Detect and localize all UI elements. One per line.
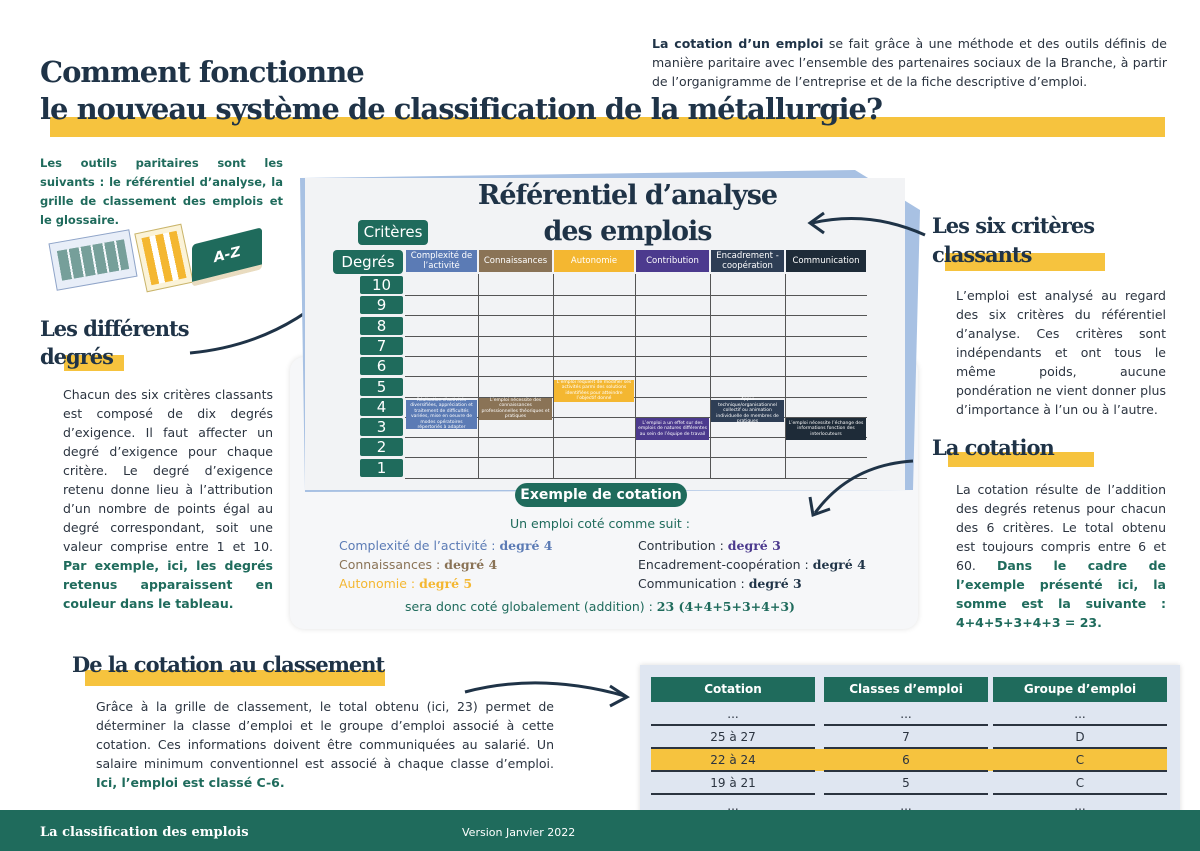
- grid-line: [710, 274, 711, 478]
- exemple-item: Communication : degré 3: [638, 576, 802, 591]
- grid-line: [405, 335, 867, 337]
- table-cell: C: [993, 772, 1167, 795]
- cotation-heading: La cotation: [932, 435, 1055, 460]
- degree-label: 1: [360, 458, 403, 477]
- column-header: Encadrement - coopération: [711, 250, 784, 272]
- grid-line: [405, 376, 867, 378]
- exemple-pill: Exemple de cotation: [515, 483, 687, 507]
- arrow-icon: [464, 681, 630, 708]
- criteres-heading: Les six critères classants: [932, 213, 1095, 267]
- exemple-sum: sera donc coté globalement (addition) : …: [405, 599, 795, 614]
- column-header: Contribution: [636, 250, 709, 272]
- referentiel-title: Référentiel d’analyse des emplois: [477, 180, 778, 247]
- degree-label: 4: [360, 397, 403, 416]
- criteres-highlight: [945, 253, 1105, 271]
- table-header: Cotation: [651, 677, 815, 702]
- degree-label: 5: [360, 377, 403, 396]
- selected-degree-cell: L’emploi nécessite l’échange des informa…: [786, 418, 866, 441]
- selected-degree-cell: L’emploi a un effet sur des emplois de n…: [636, 418, 709, 441]
- footer-title: La classification des emplois: [40, 825, 249, 840]
- table-header: Classes d’emploi: [824, 677, 988, 702]
- column-header: Complexité de l’activité: [406, 250, 477, 272]
- classement-heading: De la cotation au classement: [72, 652, 385, 677]
- column-header: Connaissances: [479, 250, 552, 272]
- table-cell: 5: [824, 772, 988, 795]
- column-header: Communication: [786, 250, 866, 272]
- footer-version: Version Janvier 2022: [462, 826, 576, 839]
- title-highlight: [50, 117, 1165, 137]
- selected-degree-cell: Appui technique/organisationnel collecti…: [711, 397, 784, 424]
- degres-heading: Les différents degrés: [40, 316, 190, 369]
- table-header: Groupe d’emploi: [993, 677, 1167, 702]
- degree-label: 2: [360, 438, 403, 457]
- footer: [0, 810, 1200, 851]
- criteres-label: Critères: [358, 220, 428, 245]
- exemple-list-left: Complexité de l’activité : degré 4 Conna…: [339, 536, 552, 593]
- grid-line: [478, 274, 479, 478]
- exemple-item: Encadrement-coopération : degré 4: [638, 557, 866, 572]
- degres-paragraph: Chacun des six critères classants est co…: [63, 387, 273, 611]
- highlight-row: [651, 749, 1167, 771]
- table-cell: 7: [824, 726, 988, 749]
- grid-line: [553, 274, 554, 478]
- exemple-list-right: Contribution : degré 3 Encadrement-coopé…: [638, 536, 866, 593]
- table-cell: ...: [993, 703, 1167, 726]
- table-cell: 6: [824, 749, 988, 772]
- table-cell: ...: [651, 703, 815, 726]
- tools-text: Les outils paritaires sont les suivants …: [40, 156, 283, 227]
- arrow-icon: [808, 459, 914, 518]
- page-title-line2: le nouveau système de classification de …: [40, 92, 883, 126]
- degres-highlight: [64, 355, 124, 371]
- grid-line: [405, 477, 867, 479]
- degree-label: 10: [360, 276, 403, 294]
- cotation-highlight: [948, 452, 1094, 467]
- table-cell: ...: [824, 703, 988, 726]
- page-title-line1: Comment fonctionne: [40, 55, 365, 89]
- degres-label: Degrés: [333, 250, 403, 274]
- exemple-item: Connaissances : degré 4: [339, 557, 498, 572]
- classement-highlight: [85, 670, 385, 686]
- degree-label: 7: [360, 336, 403, 355]
- exemple-item: Contribution : degré 3: [638, 538, 781, 553]
- degree-label: 8: [360, 316, 403, 335]
- exemple-item: Complexité de l’activité : degré 4: [339, 538, 553, 553]
- referentiel-document-icon: [48, 229, 138, 291]
- grid-line: [405, 396, 867, 398]
- selected-degree-cell: L’emploi nécessite des connaissances pro…: [479, 397, 552, 420]
- table-cell: D: [993, 726, 1167, 749]
- column-header: Autonomie: [554, 250, 634, 272]
- arrow-icon: [807, 211, 926, 237]
- table-cell: C: [993, 749, 1167, 772]
- grid-line: [405, 416, 867, 418]
- selected-degree-cell: L’emploi requiert de modifier ses activi…: [554, 379, 634, 402]
- degree-label: 6: [360, 357, 403, 376]
- criteres-paragraph: L’emploi est analysé au regard des six c…: [956, 288, 1166, 417]
- selected-degree-cell: Réalisation d’activités diversifiées, ap…: [406, 398, 477, 430]
- table-cell: 19 à 21: [651, 772, 815, 795]
- table-cell: 22 à 24: [651, 749, 815, 772]
- cotation-paragraph: La cotation résulte de l’addition des de…: [956, 482, 1166, 630]
- exemple-item: Autonomie : degré 5: [339, 576, 473, 591]
- table-cell: 25 à 27: [651, 726, 815, 749]
- grid-line: [405, 315, 867, 317]
- intro-paragraph: La cotation d’un emploi se fait grâce à …: [652, 36, 1167, 89]
- grid-line: [405, 457, 867, 459]
- degree-label: 3: [360, 418, 403, 437]
- grid-line: [635, 274, 636, 478]
- grid-line: [785, 274, 786, 478]
- degree-label: 9: [360, 296, 403, 315]
- exemple-intro: Un emploi coté comme suit :: [509, 516, 691, 531]
- classement-paragraph: Grâce à la grille de classement, le tota…: [96, 699, 554, 790]
- grid-line: [405, 355, 867, 357]
- grid-line: [405, 295, 867, 296]
